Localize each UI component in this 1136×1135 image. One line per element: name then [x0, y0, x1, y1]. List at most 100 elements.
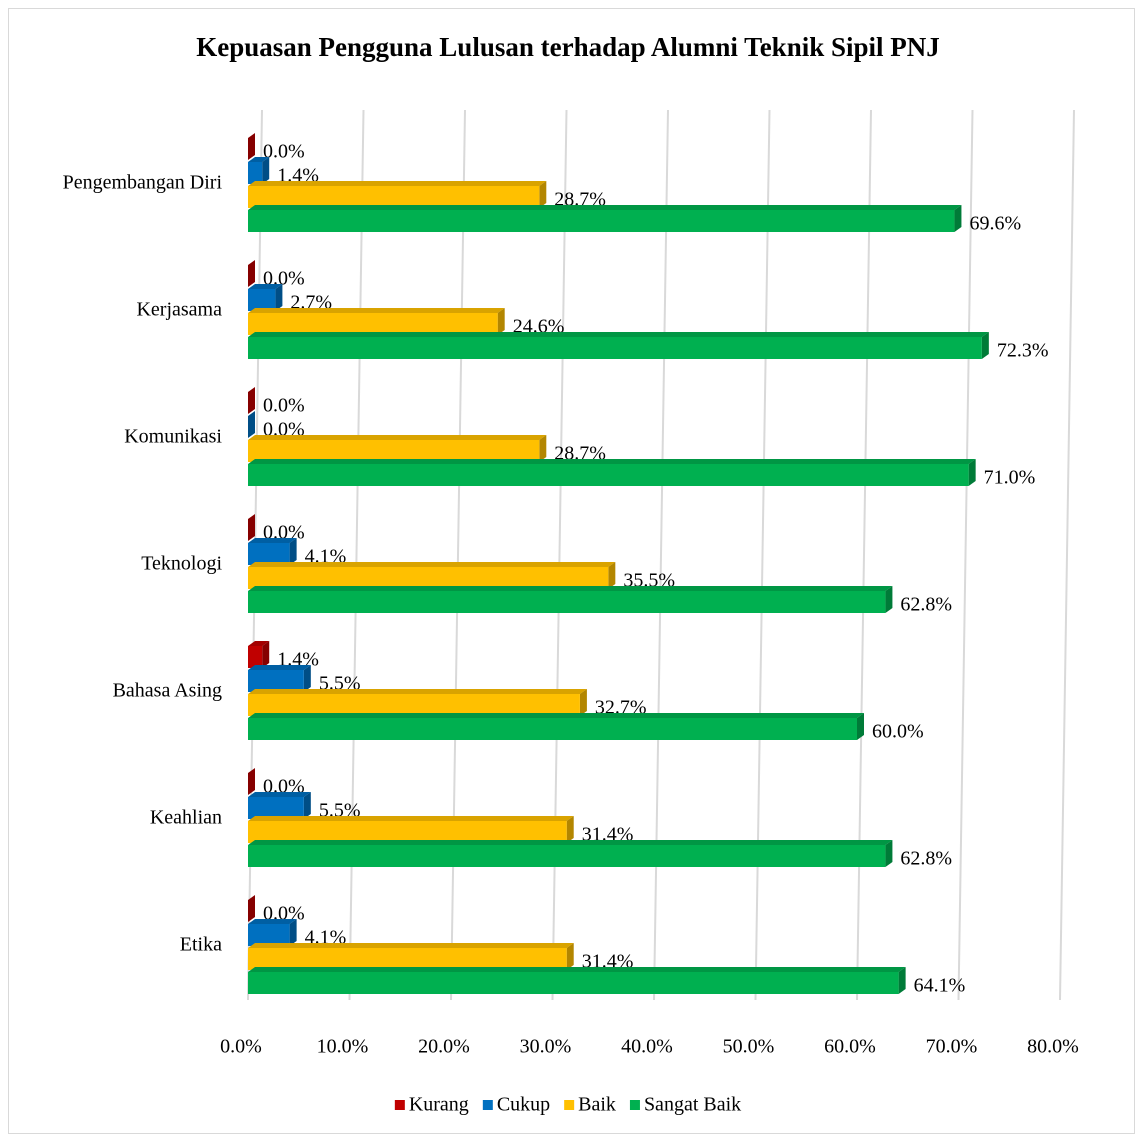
- bar-side: [968, 459, 976, 486]
- bar-top: [248, 641, 270, 646]
- bar-side: [954, 205, 962, 232]
- bar: [248, 972, 899, 994]
- y-tick-label: Bahasa Asing: [113, 680, 222, 702]
- bar: [248, 797, 304, 819]
- bar: [248, 821, 567, 843]
- bar-top: [248, 792, 311, 797]
- bar-top: [248, 332, 989, 337]
- bar-top: [248, 181, 547, 186]
- x-tick-label: 50.0%: [723, 1036, 775, 1058]
- bar-top: [248, 689, 587, 694]
- data-label: 60.0%: [872, 721, 924, 743]
- bar: [248, 162, 263, 184]
- data-label: 64.1%: [914, 975, 966, 997]
- bar-top: [248, 840, 893, 845]
- legend-swatch: [629, 1100, 640, 1110]
- bar-top: [248, 538, 297, 543]
- bar: [248, 289, 276, 311]
- data-label: 71.0%: [984, 467, 1036, 489]
- bar: [248, 948, 567, 970]
- data-label: 0.0%: [263, 395, 305, 417]
- bar-side: [566, 943, 574, 970]
- bar-side: [248, 895, 255, 922]
- bar: [248, 646, 263, 668]
- bar-top: [248, 919, 297, 924]
- bar: [248, 440, 540, 462]
- bar-top: [248, 713, 864, 718]
- chart-title: Kepuasan Pengguna Lulusan terhadap Alumn…: [196, 32, 940, 62]
- bar-side: [289, 538, 297, 565]
- bar-side: [248, 387, 255, 414]
- x-tick-label: 70.0%: [926, 1036, 978, 1058]
- bar-top: [248, 967, 906, 972]
- data-label: 62.8%: [900, 594, 952, 616]
- x-tick-label: 60.0%: [824, 1036, 876, 1058]
- x-tick-label: 80.0%: [1027, 1036, 1079, 1058]
- bar: [248, 845, 886, 867]
- bar-side: [981, 332, 989, 359]
- y-tick-label: Teknologi: [141, 553, 222, 575]
- bar-top: [248, 435, 547, 440]
- legend-label: Cukup: [497, 1094, 550, 1116]
- bar-side: [885, 586, 893, 613]
- bar-side: [497, 308, 505, 335]
- bar-top: [248, 284, 283, 289]
- legend-swatch: [394, 1100, 405, 1110]
- bar: [248, 464, 969, 486]
- y-tick-label: Komunikasi: [124, 426, 222, 448]
- bar-side: [262, 157, 270, 184]
- data-label: 0.0%: [263, 141, 305, 163]
- bar-side: [566, 816, 574, 843]
- y-tick-label: Keahlian: [150, 807, 222, 829]
- bar-side: [608, 562, 616, 589]
- bar: [248, 543, 290, 565]
- x-tick-label: 30.0%: [520, 1036, 572, 1058]
- bar-top: [248, 943, 574, 948]
- bar-side: [248, 133, 255, 160]
- bar-side: [579, 689, 587, 716]
- bar: [248, 186, 540, 208]
- bar: [248, 567, 609, 589]
- data-label: 72.3%: [997, 340, 1049, 362]
- bar-side: [857, 713, 864, 740]
- bar: [248, 718, 857, 740]
- bar-top: [248, 586, 893, 591]
- bar-side: [275, 284, 283, 311]
- bar: [248, 337, 982, 359]
- x-tick-label: 40.0%: [621, 1036, 673, 1058]
- bar-top: [248, 308, 505, 313]
- x-tick-label: 0.0%: [220, 1036, 262, 1058]
- bar-top: [248, 562, 616, 567]
- bar: [248, 591, 886, 613]
- data-label: 69.6%: [969, 213, 1021, 235]
- bar: [248, 694, 580, 716]
- x-tick-label: 20.0%: [418, 1036, 470, 1058]
- legend-swatch: [564, 1100, 575, 1110]
- legend-swatch: [482, 1100, 493, 1110]
- bar-side: [248, 260, 255, 287]
- bar: [248, 313, 498, 335]
- bar-side: [539, 435, 547, 462]
- bar-side: [289, 919, 297, 946]
- x-tick-label: 10.0%: [317, 1036, 369, 1058]
- bar-top: [248, 205, 962, 210]
- grid-line: [957, 109, 974, 1001]
- bar-side: [885, 840, 893, 867]
- y-tick-label: Kerjasama: [136, 299, 222, 321]
- bar: [248, 924, 290, 946]
- legend-label: Kurang: [409, 1094, 469, 1116]
- bar: [248, 670, 304, 692]
- bar-side: [303, 792, 311, 819]
- grid-line: [1059, 109, 1075, 1001]
- bar-top: [248, 816, 574, 821]
- bar-side: [262, 641, 270, 668]
- bar-side: [248, 411, 255, 438]
- legend-label: Sangat Baik: [644, 1094, 741, 1116]
- bar: [248, 210, 955, 232]
- bar-side: [248, 514, 255, 541]
- bar-side: [898, 967, 906, 994]
- bar-side: [248, 768, 255, 795]
- y-tick-label: Etika: [180, 934, 222, 956]
- bar-top: [248, 459, 976, 464]
